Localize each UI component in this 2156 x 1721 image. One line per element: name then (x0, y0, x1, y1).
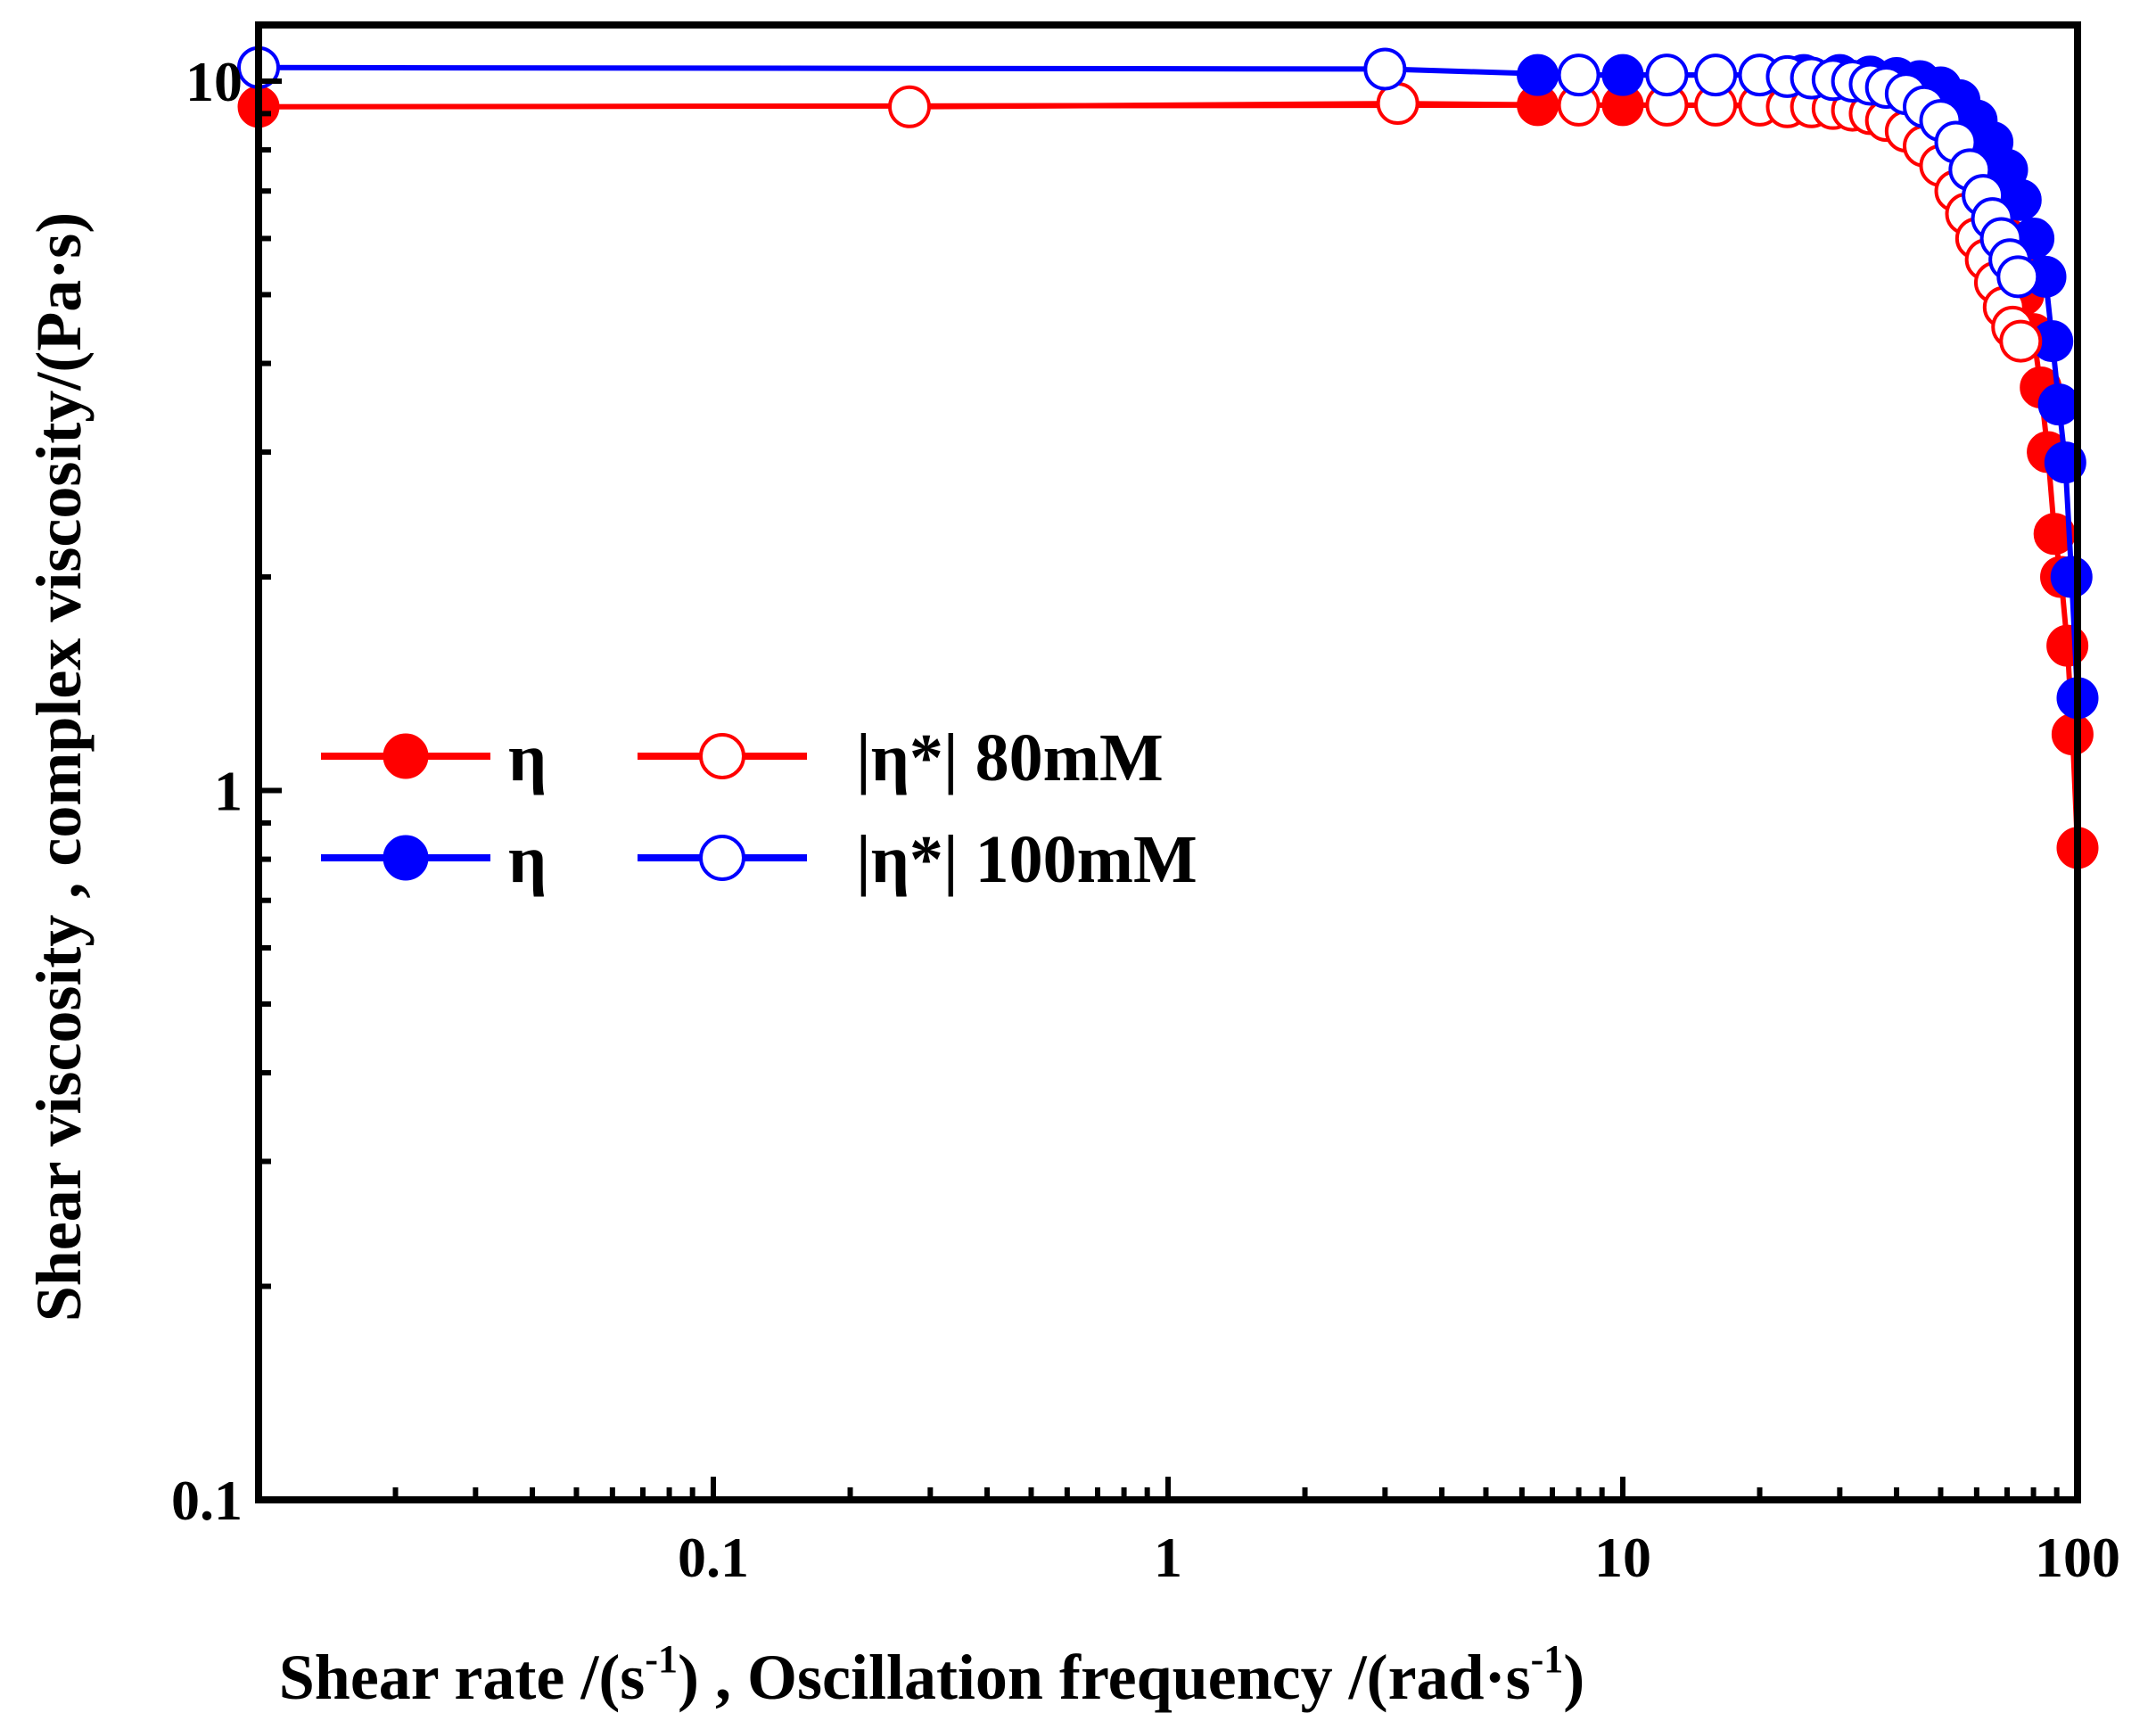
y-tick-label: 1 (214, 759, 243, 822)
x-axis-label-sup2: -1 (1531, 1637, 1564, 1681)
legend: η |η*| 80mM η |η*| 100mM (321, 721, 1197, 897)
legend-label: |η*| 80mM (856, 721, 1164, 795)
legend-entry-eta-star-100: |η*| 100mM (638, 822, 1197, 897)
legend-label: |η*| 100mM (856, 822, 1197, 897)
legend-marker (699, 733, 745, 779)
data-point-eta-80 (2051, 713, 2094, 756)
data-point-eta-star-100 (1645, 54, 1689, 97)
data-point-eta-star-80 (1999, 319, 2043, 363)
data-point-eta-star-100 (1557, 54, 1601, 97)
x-tick-label: 0.1 (678, 1526, 749, 1589)
legend-entry-eta-star-80: |η*| 80mM (638, 721, 1164, 795)
y-tick-label: 0.1 (171, 1469, 243, 1532)
data-point-eta-star-100 (1996, 255, 2040, 299)
legend-entry-eta-100: η (321, 822, 547, 897)
legend-label: η (508, 721, 547, 795)
x-tick-label: 1 (1154, 1526, 1182, 1589)
plot-area (237, 45, 2099, 869)
x-axis-label-sup1: -1 (645, 1637, 678, 1681)
x-axis-label: Shear rate /(s-1) , Oscillation frequenc… (279, 1637, 1585, 1713)
x-axis-label-end: ) (1563, 1642, 1584, 1713)
axes: 0.1 1 10 100 0.1 1 10 (171, 21, 2120, 1589)
x-tick-label: 100 (2035, 1526, 2120, 1589)
x-axis-label-main: Shear rate /(s (279, 1642, 646, 1713)
x-tick-label: 10 (1594, 1526, 1651, 1589)
data-point-eta-star-80 (887, 85, 931, 128)
series-eta-star-100 (237, 45, 2040, 299)
legend-marker (699, 835, 745, 881)
legend-label: η (508, 822, 547, 897)
data-point-eta-80 (2046, 624, 2089, 667)
data-point-eta-100 (2050, 556, 2093, 598)
x-axis-label-mid: ) , Oscillation frequency /(rad·s (678, 1642, 1531, 1713)
legend-marker (383, 835, 429, 881)
data-point-eta-star-100 (1694, 54, 1738, 97)
data-point-eta-100 (2037, 383, 2080, 426)
legend-marker (383, 733, 429, 779)
y-axis-label: Shear viscosity , complex viscosity/(Pa·… (23, 212, 95, 1322)
legend-entry-eta-80: η (321, 721, 547, 795)
data-point-eta-star-100 (1363, 47, 1407, 91)
y-tick-label: 10 (185, 50, 243, 113)
